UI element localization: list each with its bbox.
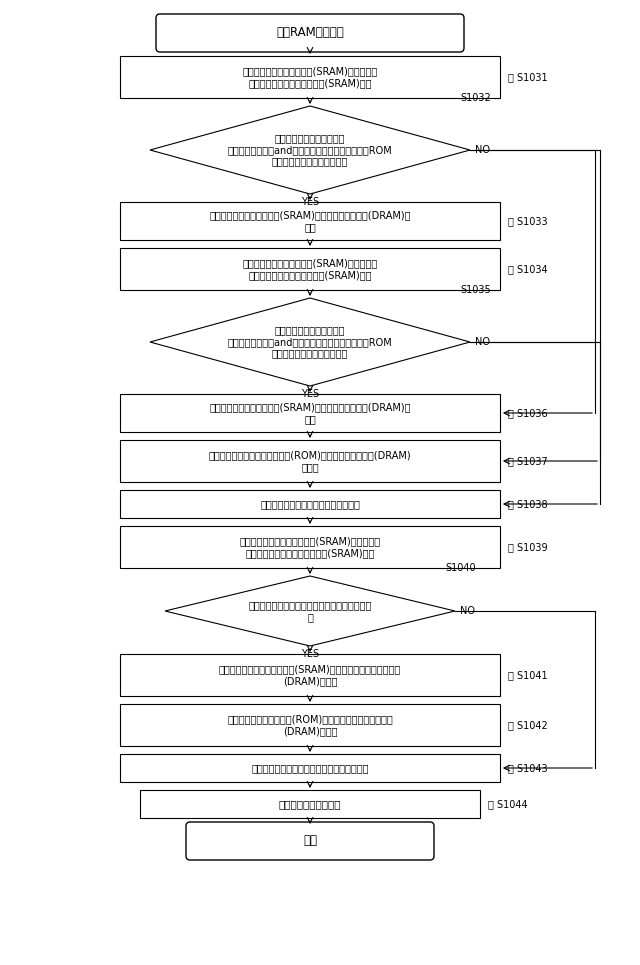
Text: ～ S1034: ～ S1034 [508, 264, 548, 274]
Text: バックアップデータ領域１(SRAM)サム値計算
バックアップデータ１サム値(SRAM)取得: バックアップデータ領域１(SRAM)サム値計算 バックアップデータ１サム値(SR… [243, 66, 378, 88]
Bar [120, 202, 500, 240]
Text: ～ S1041: ～ S1041 [508, 670, 548, 680]
Text: 係員操作設定データサム異常エラー登録処理: 係員操作設定データサム異常エラー登録処理 [252, 763, 369, 773]
Bar [120, 248, 500, 290]
Text: ～ S1031: ～ S1031 [508, 72, 548, 82]
Text: バックアップ作成処理: バックアップ作成処理 [279, 799, 341, 809]
Text: NO: NO [475, 337, 490, 347]
Text: サブRAM管理処理: サブRAM管理処理 [276, 26, 344, 40]
Polygon shape [165, 576, 455, 646]
Text: S1032: S1032 [460, 93, 491, 103]
Text: S1040: S1040 [445, 563, 476, 573]
Text: ～ S1042: ～ S1042 [508, 720, 548, 730]
Bar [120, 490, 500, 518]
Bar [120, 526, 500, 568]
FancyBboxPatch shape [156, 14, 464, 52]
Text: ～ S1037: ～ S1037 [508, 456, 548, 466]
Text: バックアップデータ領域１
のサム値は正常かandバックアップデータ領域１とROM
のマジックコードは同じか？: バックアップデータ領域１ のサム値は正常かandバックアップデータ領域１とROM… [228, 133, 392, 167]
Polygon shape [150, 106, 470, 194]
Bar [120, 654, 500, 696]
Text: ～ S1033: ～ S1033 [508, 216, 548, 226]
Bar [120, 394, 500, 432]
Text: バックアップデータ領域２
のサム値は正常かandバックアップデータ領域２とROM
のマジックコードは同じか？: バックアップデータ領域２ のサム値は正常かandバックアップデータ領域２とROM… [228, 325, 392, 359]
Bar [120, 754, 500, 782]
Text: バックアップデータ領域１(SRAM)をゲームデータ領域(DRAM)に
複写: バックアップデータ領域１(SRAM)をゲームデータ領域(DRAM)に 複写 [209, 209, 411, 233]
Text: ～ S1044: ～ S1044 [488, 799, 527, 809]
Text: YES: YES [301, 389, 319, 399]
Text: ～ S1038: ～ S1038 [508, 499, 548, 509]
Text: バックアップデータ領域２(SRAM)をゲームデータ領域(DRAM)に
複写: バックアップデータ領域２(SRAM)をゲームデータ領域(DRAM)に 複写 [209, 401, 411, 425]
Text: 係員バックアップデータ領域(SRAM)を係員操作設定データ領域
(DRAM)に複写: 係員バックアップデータ領域(SRAM)を係員操作設定データ領域 (DRAM)に複… [219, 664, 401, 686]
Polygon shape [150, 298, 470, 386]
Text: ～ S1036: ～ S1036 [508, 408, 548, 418]
Text: NO: NO [475, 145, 490, 155]
Text: ゲームデータ初期化設定データ(ROM)をゲームデータ領域(DRAM)
に複写: ゲームデータ初期化設定データ(ROM)をゲームデータ領域(DRAM) に複写 [209, 450, 412, 472]
Text: NO: NO [460, 606, 475, 616]
Text: 戻る: 戻る [303, 835, 317, 847]
Bar [140, 790, 480, 818]
Text: 係員操作初期設定データ(ROM)を係員操作設定データ領域
(DRAM)に複写: 係員操作初期設定データ(ROM)を係員操作設定データ領域 (DRAM)に複写 [227, 714, 393, 736]
Text: 係員バックアップデータ領域のサム値は正常か
？: 係員バックアップデータ領域のサム値は正常か ？ [248, 600, 372, 621]
Text: バックアップデータ領域２(SRAM)サム値計算
バックアップデータ２サム値(SRAM)取得: バックアップデータ領域２(SRAM)サム値計算 バックアップデータ２サム値(SR… [243, 258, 378, 280]
Text: S1035: S1035 [460, 285, 491, 295]
Text: YES: YES [301, 649, 319, 659]
FancyBboxPatch shape [186, 822, 434, 860]
Bar [120, 440, 500, 482]
Bar [120, 704, 500, 746]
Text: ～ S1039: ～ S1039 [508, 542, 548, 552]
Text: ～ S1043: ～ S1043 [508, 763, 548, 773]
Text: 係員バックアップデータ領域(SRAM)サム値計算
係員バックアップデータサム値(SRAM)取得: 係員バックアップデータ領域(SRAM)サム値計算 係員バックアップデータサム値(… [239, 536, 381, 558]
Bar [120, 56, 500, 98]
Text: YES: YES [301, 197, 319, 207]
Text: ゲームデータサム異常エラー登録処理: ゲームデータサム異常エラー登録処理 [260, 499, 360, 509]
